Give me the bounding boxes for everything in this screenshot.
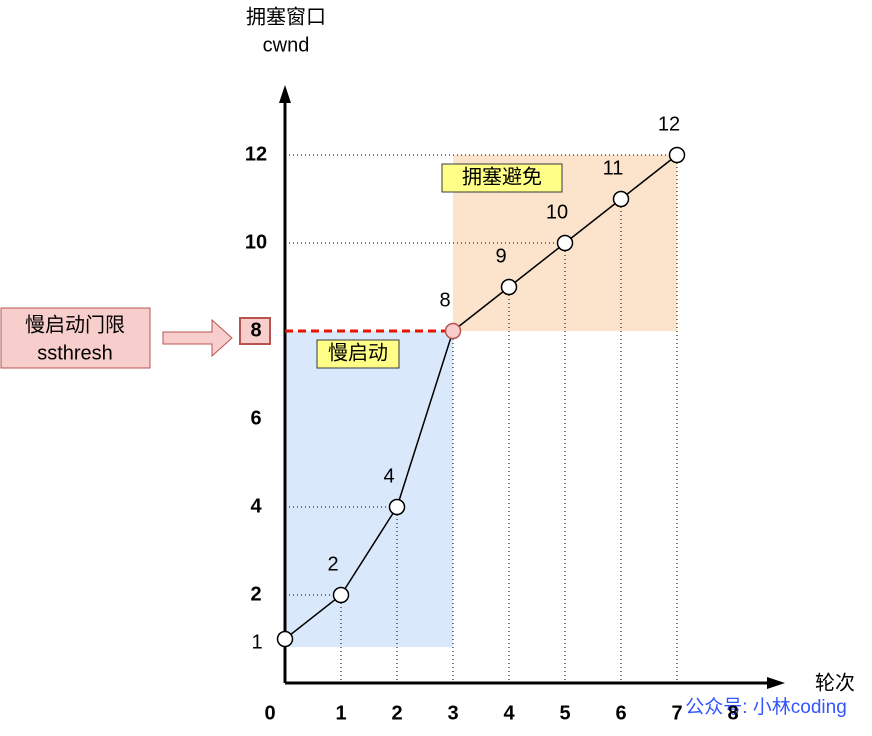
region-label: 拥塞避免 [462, 165, 542, 188]
data-label: 2 [327, 553, 338, 575]
arrow [162, 318, 233, 358]
point [332, 586, 350, 604]
data-label: 4 [383, 465, 394, 487]
x-tick-label: 8 [727, 702, 738, 724]
x-tick-label: 2 [391, 702, 402, 724]
region-label-box [316, 339, 400, 369]
y-tick-label: 10 [245, 231, 267, 253]
region-label: 慢启动 [328, 341, 388, 364]
data-label: 10 [546, 201, 568, 223]
slow-start-region [285, 331, 453, 647]
ssthresh-box-title: 慢启动门限 [25, 313, 125, 336]
y-tick-label: 8 [250, 319, 261, 341]
watermark: 公众号: 小林coding [685, 696, 847, 718]
x-arrow [767, 677, 785, 689]
y-tick-label: 4 [250, 495, 262, 517]
point [612, 190, 630, 208]
ssthresh-tick-box [239, 317, 271, 345]
data-label: 1 [251, 631, 262, 653]
point [556, 234, 574, 252]
data-label: 11 [603, 157, 624, 179]
x-tick-label: 4 [503, 702, 515, 724]
x-tick-label: 0 [264, 702, 275, 724]
ssthresh-box-name: ssthresh [37, 342, 113, 364]
data-label: 12 [658, 113, 680, 135]
point [276, 630, 294, 648]
y-arrow [279, 85, 291, 103]
data-label: 8 [439, 289, 450, 311]
ssthresh-box [0, 307, 151, 369]
x-tick-label: 5 [559, 702, 570, 724]
x-tick-label: 1 [335, 702, 346, 724]
x-tick-label: 3 [447, 702, 458, 724]
y-tick-label: 12 [245, 143, 267, 165]
point [388, 498, 406, 516]
y-tick-label: 2 [250, 583, 261, 605]
x-title: 轮次 [815, 671, 855, 694]
x-tick-label: 6 [615, 702, 626, 724]
x-tick-label: 7 [671, 702, 682, 724]
data-label: 9 [495, 245, 506, 267]
y-title: 拥塞窗口 [246, 5, 326, 28]
region-label-box [441, 163, 563, 193]
y-tick-label: 6 [250, 407, 261, 429]
point [444, 322, 462, 340]
point [668, 146, 686, 164]
cwnd-line [284, 154, 678, 640]
point [500, 278, 518, 296]
y-title-2: cwnd [263, 34, 310, 56]
